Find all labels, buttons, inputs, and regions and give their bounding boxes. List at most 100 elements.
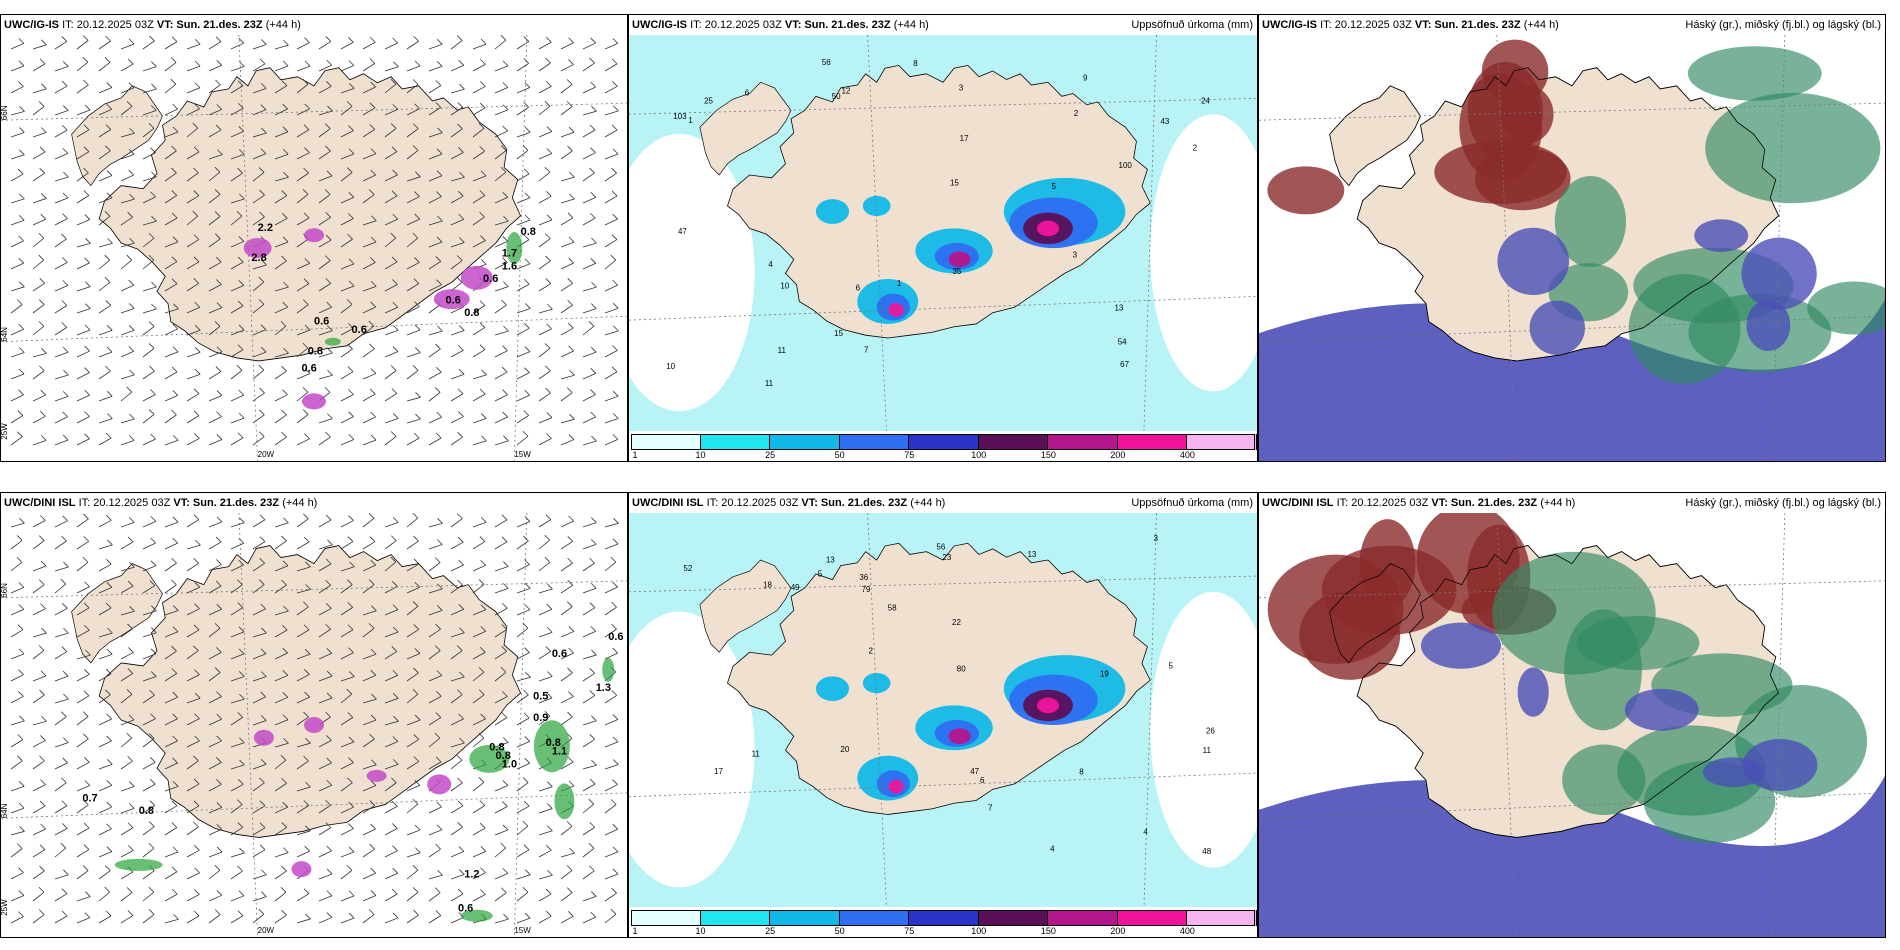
precip-value-label: 0.8 [464,307,479,319]
model-name: UWC/IG-IS [4,19,59,31]
precip-patch [469,744,510,773]
precip-amount-label: 11 [1203,746,1212,755]
panel-header: UWC/DINI ISL IT: 20.12.2025 03Z VT: Sun.… [1259,493,1885,513]
precip-value-label: 0.6 [352,324,367,336]
wind-barbs [10,35,619,446]
colorbar-frame [631,434,1255,450]
low-cloud-patch [1529,300,1585,355]
precip-amount-label: 3 [1073,251,1078,260]
valid-time-label: VT: [173,497,190,509]
panel-field-title: Uppsöfnuð úrkoma (mm) [1131,497,1253,509]
model-name: UWC/IG-IS [632,19,687,31]
precip-amount-label: 47 [678,227,687,236]
colorbar-tick-label: 75 [904,926,915,936]
precip-value-label: 0.7 [82,792,97,804]
init-time: IT: 20.12.2025 03Z [78,497,171,509]
grid-label-20w: 20W [258,926,275,935]
colorbar-tick-label: 10 [695,926,706,936]
grid-label-25w: 25W [1,899,9,916]
precip-amount-label: 6 [856,283,861,292]
precip-patch [114,858,163,871]
wind-barbs [10,513,619,924]
precip-amount-label: 2 [1074,109,1079,118]
precip-amount-label: 7 [864,346,869,355]
mid-cloud-patch [1416,513,1520,614]
panel-header: UWC/IG-IS IT: 20.12.2025 03Z VT: Sun. 21… [1259,15,1885,35]
grid-label-20w: 20W [258,450,275,459]
lead-time: (+44 h) [1540,497,1576,509]
lat-lon-grid [1,35,627,461]
precip-amount-label: 4 [768,260,773,269]
precip-band [948,728,971,745]
precip-patch [304,228,324,243]
precip-value-label: 2.8 [251,252,266,264]
map-canvas [1259,513,1885,937]
lead-time: (+44 h) [1523,19,1559,31]
precip-amount-label: 5 [1168,662,1173,671]
high-cloud-patch [1687,46,1822,101]
westfjords-landmass [699,81,792,176]
precip-patches [243,228,523,410]
precip-amount-label: 5 [1051,182,1056,191]
precip-amount-label: 22 [952,618,961,627]
low-cloud-patch [1742,738,1818,791]
westfjords-landmass [699,559,792,653]
map-panel-p2: UWC/IG-IS IT: 20.12.2025 03Z VT: Sun. 21… [628,14,1258,462]
precip-amount-label: 103 [673,112,687,121]
precip-value-label: 0.8 [489,741,504,753]
precip-amount-label: 54 [1118,337,1127,346]
map-canvas: 66N 64N 25W 20W 15W 0.8 2.2 2.8 0.6 0.6 0.8 0.6 0.6 1… [1,35,627,461]
precip-amount-label: 10 [780,281,789,290]
map-panel-p3: UWC/IG-IS IT: 20.12.2025 03Z VT: Sun. 21… [1258,14,1886,462]
precip-amount-label: 8 [913,59,918,68]
colorbar-swatch [909,434,979,450]
colorbar-tick-label: 75 [904,450,915,460]
precip-value-label: 2.2 [258,222,273,234]
init-time: IT: 20.12.2025 03Z [1336,497,1429,509]
grid-label-66n: 66N [1,583,9,598]
panel-field-title: Háský (gr.), miðský (fj.bl.) og lágský (… [1685,19,1881,31]
map-canvas: 11 22 18 13 20 19 8 3 5 4 47 26 48 13 49 58 80 79 56 23 4 6 5 7… [629,513,1257,907]
precip-amount-label: 9 [1083,73,1088,82]
colorbar-swatch [839,434,910,450]
precip-value-label: 0.6 [483,273,498,285]
precip-amount-label: 23 [942,553,951,562]
lead-time: (+44 h) [893,19,929,31]
grid-label-15w: 15W [514,450,531,459]
low-cloud-patch [1624,688,1699,731]
grid-label-64n: 64N [1,327,9,342]
lat-lon-grid [1,513,627,937]
precip-patch [460,265,493,290]
init-time: IT: 20.12.2025 03Z [62,19,154,31]
colorbar-tick-label: 25 [765,450,776,460]
colorbar-tick-label: 150 [1040,926,1056,936]
lead-time: (+44 h) [265,19,301,31]
precip-amount-label: 48 [1202,847,1211,856]
lat-lon-grid [629,35,1257,431]
colorbar-swatch [1187,434,1257,450]
precip-amount-label: 15 [950,179,959,188]
low-cloud-patch [1694,219,1749,253]
precip-patches [114,657,615,922]
precip-value-label: 0.6 [301,363,316,375]
init-time: IT: 20.12.2025 03Z [706,497,799,509]
high-cloud-patch [1705,92,1881,204]
precip-band [1036,220,1060,237]
precip-amount-label: 3 [959,83,964,92]
precip-patch [433,289,470,310]
precip-amount-label: 3 [1153,534,1158,543]
panel-header: UWC/IG-IS IT: 20.12.2025 03Z VT: Sun. 21… [629,15,1257,35]
precip-amount-label: 5 [818,569,823,578]
precip-amount-label: 6 [980,776,985,785]
precip-patch [554,783,575,820]
precip-amount-label: 20 [840,745,849,754]
precip-amount-label: 4 [1050,845,1055,854]
precip-amount-label: 1 [688,116,693,125]
colorbar-swatch [978,910,1049,926]
precip-amount-label: 4 [1143,827,1148,836]
precip-value-label: 0.8 [139,805,154,817]
precip-amount-label: 52 [683,564,692,573]
valid-time: Sun. 21.des. 23Z [176,19,263,31]
low-cloud-patch [1420,622,1501,669]
low-cloud-patch [1517,667,1549,717]
